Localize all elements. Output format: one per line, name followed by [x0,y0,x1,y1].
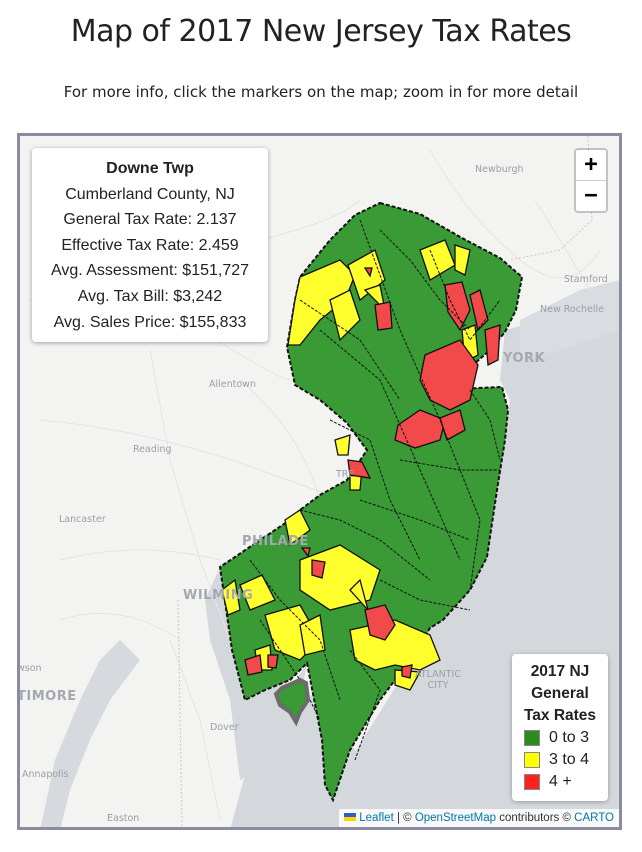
state-border-md-de [177,599,183,827]
label-new-rochelle: New Rochelle [540,304,604,315]
legend-title-line-1: 2017 NJ [530,663,590,680]
info-municipality-name: Downe Twp [106,160,194,177]
selected-municipality-outline[interactable] [273,677,311,727]
label-annapolis: Annapolis [22,769,69,780]
rate-4-plus-areas[interactable] [244,267,501,679]
map-legend: 2017 NJ General Tax Rates 0 to 3 3 to 4 … [512,654,608,801]
legend-label-low: 0 to 3 [549,729,590,746]
info-general-tax-rate: General Tax Rate: 2.137 [63,211,237,229]
label-trenton: TRE [336,469,355,480]
label-towson: wson [17,663,42,674]
legend-title: 2017 NJ General Tax Rates [520,661,600,727]
label-philadelphia: PHILADE [242,534,309,549]
label-wilmington: WILMING [183,588,254,603]
zoom-out-button[interactable]: − [576,181,606,211]
attribution-separator: | © [393,812,415,824]
legend-swatch-red [524,774,540,790]
legend-swatch-green [524,730,540,746]
zoom-control: + − [574,148,608,213]
long-island-sound [520,280,619,360]
label-stamford: Stamford [564,274,608,285]
openstreetmap-link[interactable]: OpenStreetMap [414,812,496,824]
legend-title-line-3: Tax Rates [523,707,597,724]
map-container[interactable]: Newburgh Stamford New Rochelle YORK Alle… [17,133,622,830]
label-new-york: YORK [503,351,546,366]
chesapeake-bay [40,640,140,827]
page-title: Map of 2017 New Jersey Tax Rates [70,14,572,49]
state-border-ny-ct [509,136,593,261]
info-avg-assessment: Avg. Assessment: $151,727 [50,262,250,280]
page-subtitle: For more info, click the markers on the … [63,83,579,101]
label-easton: Easton [107,813,140,824]
legend-label-high: 4 + [549,773,572,790]
legend-label-mid: 3 to 4 [549,751,590,768]
label-dover: Dover [210,722,239,733]
zoom-in-button[interactable]: + [576,150,606,181]
label-atlantic-city: ATLANTIC CITY [415,669,461,691]
legend-item-mid: 3 to 4 [520,749,600,771]
rate-3-to-4-areas[interactable] [221,239,479,691]
info-avg-tax-bill: Avg. Tax Bill: $3,242 [77,287,223,305]
label-newburgh: Newburgh [475,164,524,175]
attribution-contributors: contributors © [496,812,575,824]
legend-swatch-yellow [524,752,540,768]
info-avg-sales-price: Avg. Sales Price: $155,833 [53,313,247,331]
info-county: Cumberland County, NJ [65,185,235,203]
carto-link[interactable]: CARTO [574,812,614,824]
label-lancaster: Lancaster [59,514,106,525]
legend-item-high: 4 + [520,771,600,793]
info-effective-tax-rate: Effective Tax Rate: 2.459 [61,236,239,254]
label-reading: Reading [133,444,172,455]
ukraine-flag-icon [344,813,357,821]
label-allentown: Allentown [209,379,256,390]
leaflet-link[interactable]: Leaflet [359,812,394,824]
map-attribution: Leaflet | © OpenStreetMap contributors ©… [339,809,619,827]
municipality-info-box: Downe Twp Cumberland County, NJ General … [32,148,268,343]
label-baltimore: TIMORE [17,689,77,704]
legend-title-line-2: General [531,685,589,702]
legend-item-low: 0 to 3 [520,727,600,749]
municipal-boundaries [249,219,501,761]
